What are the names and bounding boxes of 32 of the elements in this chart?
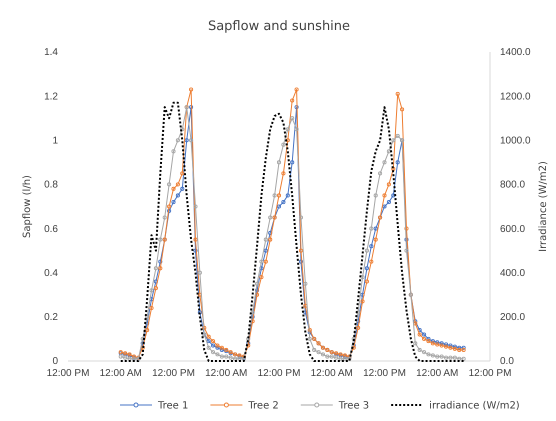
x-tick-label: 12:00 PM [46,368,90,380]
legend-label: Tree 3 [338,400,370,412]
y-tick-label: 0.4 [44,268,58,279]
y2-axis-title: Irradiance (W/m2) [538,161,549,252]
x-tick-label: 12:00 PM [468,368,512,380]
x-tick-label: 12:00 PM [363,368,406,380]
x-tick-label: 12:00 AM [100,368,142,380]
y2-tick-label: 200.0 [500,312,526,324]
x-tick-label: 12:00 AM [416,368,458,380]
x-tick-label: 12:00 AM [205,368,248,380]
legend-label: irradiance (W/m2) [429,400,520,412]
x-tick-label: 12:00 PM [258,368,300,380]
y2-tick-label: 1000.0 [500,135,532,146]
y-tick-label: 1 [52,135,58,146]
x-tick-label: 12:00 PM [152,368,195,380]
y-tick-label: 0 [52,356,58,368]
y2-tick-label: 400.0 [500,268,526,279]
y2-tick-label: 800.0 [500,180,526,191]
x-tick-label: 12:00 AM [310,368,353,380]
y2-tick-label: 0.0 [500,356,514,368]
y-tick-label: 1.4 [44,47,58,58]
y-tick-label: 0.2 [44,312,58,324]
y-tick-label: 0.8 [44,180,58,191]
y2-tick-label: 600.0 [500,224,526,235]
y-axis-title: Sapflow (l/h) [22,174,33,238]
y-tick-label: 1.2 [44,91,58,102]
legend-label: Tree 1 [157,400,188,412]
legend-label: Tree 2 [247,400,279,412]
chart-title: Sapflow and sunshine [208,19,350,34]
y-tick-label: 0.6 [44,224,58,235]
y2-tick-label: 1400.0 [500,47,532,58]
y2-tick-label: 1200.0 [500,91,532,102]
